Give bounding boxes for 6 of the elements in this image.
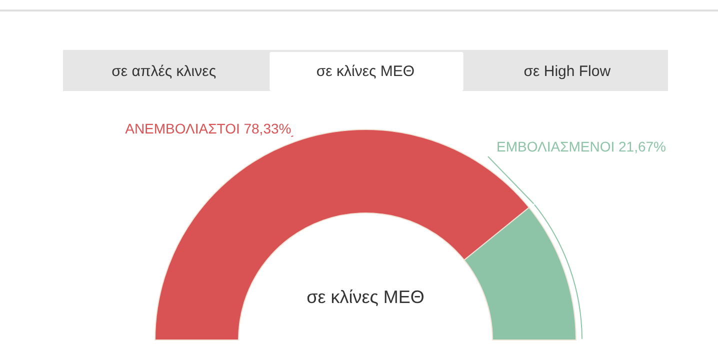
text: σε High Flow xyxy=(524,63,611,80)
text: σε απλές κλινες xyxy=(112,63,216,80)
slice-label: ΑΝΕΜΒΟΛΙΑΣΤΟΙ 78,33% xyxy=(125,120,292,136)
text: σε κλίνες ΜΕΘ xyxy=(306,287,424,307)
slice-label: ΕΜΒΟΛΙΑΣΜΕΝΟΙ 21,67% xyxy=(496,138,666,154)
text: σε κλίνες ΜΕΘ xyxy=(316,63,415,80)
